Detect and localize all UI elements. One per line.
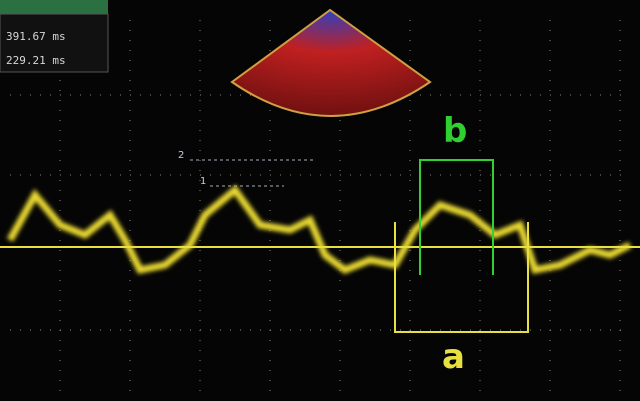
calipers: [190, 159, 316, 187]
color-sector: [230, 8, 432, 117]
measurement: 229.21 ms: [6, 54, 66, 67]
measurement: 391.67 ms: [6, 30, 66, 43]
measure-header: [0, 0, 108, 14]
interval-b: [419, 159, 494, 275]
waveform: [6, 184, 632, 275]
label-b: b: [443, 111, 467, 151]
interval-a: [394, 222, 529, 333]
label-a: a: [442, 337, 465, 377]
caliper-label: 2: [178, 150, 184, 161]
caliper-label: 1: [200, 176, 206, 187]
measure-box: [0, 13, 109, 73]
